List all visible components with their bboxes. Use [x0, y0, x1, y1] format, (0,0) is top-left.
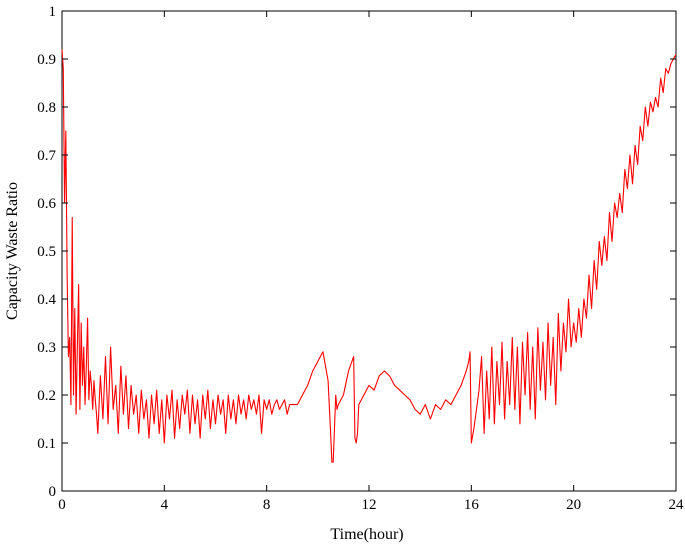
x-tick-label-0: 0 — [58, 497, 66, 513]
y-tick-label-2: 0.2 — [37, 388, 56, 404]
y-tick-label-1: 0.1 — [37, 436, 56, 452]
x-axis-label: Time(hour) — [330, 526, 403, 543]
y-tick-label-8: 0.8 — [37, 100, 56, 116]
y-axis-label: Capacity Waste Ratio — [4, 182, 21, 320]
y-tick-label-6: 0.6 — [37, 196, 56, 212]
series-line-0 — [61, 49, 677, 463]
y-tick-label-10: 1 — [49, 4, 57, 20]
y-tick-label-7: 0.7 — [37, 148, 56, 164]
x-tick-label-4: 16 — [464, 497, 480, 513]
y-tick-label-5: 0.5 — [37, 244, 56, 260]
y-tick-label-0: 0 — [49, 484, 57, 500]
x-tick-label-3: 12 — [362, 497, 377, 513]
axis-ticks: 0 4 8 12 16 20 24 0 0.1 0.2 0.3 0.4 0.5 0.6 0.7 0.8 0.9 1 — [37, 4, 684, 513]
y-tick-label-4: 0.4 — [37, 292, 56, 308]
x-tick-label-5: 20 — [566, 497, 581, 513]
y-tick-label-3: 0.3 — [37, 340, 56, 356]
x-tick-label-1: 4 — [161, 497, 169, 513]
x-tick-label-6: 24 — [669, 497, 685, 513]
y-tick-label-9: 0.9 — [37, 52, 56, 68]
x-tick-label-2: 8 — [263, 497, 271, 513]
